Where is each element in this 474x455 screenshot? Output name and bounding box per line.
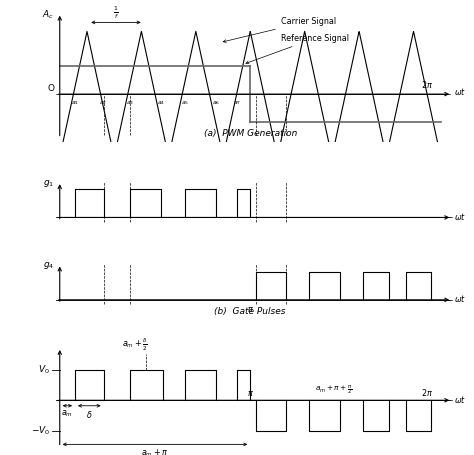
Text: $\omega t$: $\omega t$ bbox=[454, 211, 466, 222]
Text: $a_m+\frac{\delta}{2}$: $a_m+\frac{\delta}{2}$ bbox=[122, 337, 148, 353]
Text: $A_c$: $A_c$ bbox=[42, 8, 54, 20]
Text: $\omega t$: $\omega t$ bbox=[454, 86, 466, 97]
Text: $\pi$: $\pi$ bbox=[247, 305, 254, 314]
Text: $2\pi$: $2\pi$ bbox=[421, 80, 433, 91]
Text: $g_1$: $g_1$ bbox=[43, 178, 54, 189]
Text: $a_7$: $a_7$ bbox=[233, 99, 241, 107]
Text: (a)  PWM Generation: (a) PWM Generation bbox=[203, 130, 297, 138]
Text: $\omega t$: $\omega t$ bbox=[454, 293, 466, 304]
Text: $a_m+\pi$: $a_m+\pi$ bbox=[141, 447, 169, 455]
Text: $a_m$: $a_m$ bbox=[61, 409, 73, 420]
Text: $g_4$: $g_4$ bbox=[43, 260, 54, 271]
Text: $a_5$: $a_5$ bbox=[182, 99, 190, 107]
Text: $a_m+\pi+\frac{\pi}{2}$: $a_m+\pi+\frac{\pi}{2}$ bbox=[315, 384, 353, 397]
Text: Carrier Signal: Carrier Signal bbox=[223, 17, 336, 42]
Text: Reference Signal: Reference Signal bbox=[246, 34, 349, 64]
Text: $\pi$: $\pi$ bbox=[247, 389, 254, 398]
Text: $-V_0$: $-V_0$ bbox=[31, 425, 50, 437]
Text: $\frac{1}{f}$: $\frac{1}{f}$ bbox=[113, 5, 119, 21]
Text: $a_6$: $a_6$ bbox=[212, 99, 220, 107]
Text: $\omega t$: $\omega t$ bbox=[454, 394, 466, 404]
Text: $a_4$: $a_4$ bbox=[156, 99, 165, 107]
Text: $a_2$: $a_2$ bbox=[100, 99, 108, 107]
Text: $\delta$: $\delta$ bbox=[86, 409, 92, 420]
Text: (b)  Gate Pulses: (b) Gate Pulses bbox=[215, 307, 286, 316]
Text: $2\pi$: $2\pi$ bbox=[421, 387, 433, 398]
Text: $V_0$: $V_0$ bbox=[38, 364, 50, 376]
Text: O: O bbox=[47, 84, 54, 93]
Text: $a_1$: $a_1$ bbox=[71, 99, 79, 107]
Text: $a_3$: $a_3$ bbox=[126, 99, 134, 107]
